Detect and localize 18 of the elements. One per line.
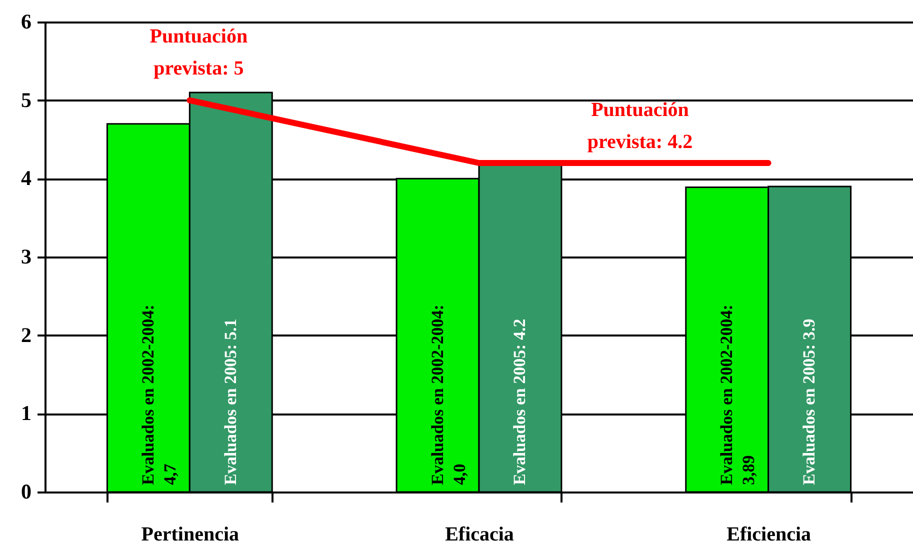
data-label: Evaluados en 2002-2004: 4,0 [428, 304, 469, 485]
data-label: Evaluados en 2002-2004: 4,7 [138, 304, 180, 485]
y-tick-label: 3 [21, 244, 32, 268]
annotation: Puntuación prevista: 4.2 [587, 99, 693, 153]
x-tick-label: Eficiencia [726, 524, 812, 542]
annotation: Puntuación prevista: 5 [150, 25, 248, 80]
y-tick-label: 5 [21, 88, 32, 112]
y-tick-label: 1 [21, 401, 32, 426]
x-tick-label: Pertinencia [141, 524, 240, 542]
y-tick-label: 0 [21, 480, 32, 504]
data-label: Evaluados en 2005: 4.2 [510, 318, 530, 485]
data-label: Evaluados en 2005: 3.9 [800, 318, 819, 485]
data-label: Evaluados en 2005: 5.1 [220, 318, 240, 485]
x-tick-label: Eficacia [445, 524, 514, 542]
y-tick-label: 2 [21, 322, 32, 347]
data-label: Evaluados en 2002-2004: 3,89 [717, 304, 758, 485]
y-tick-label: 6 [21, 10, 32, 34]
y-tick-label: 4 [21, 166, 32, 190]
